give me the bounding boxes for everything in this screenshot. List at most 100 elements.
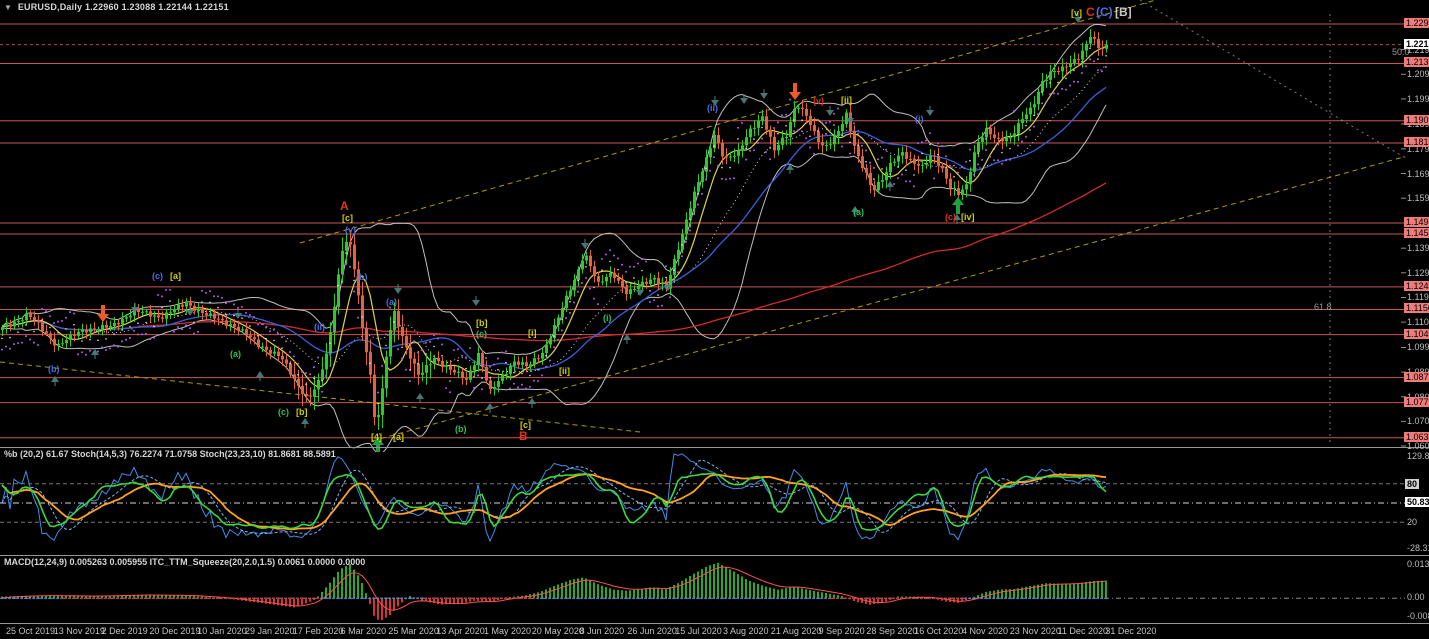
squeeze-dot xyxy=(89,597,91,600)
squeeze-dot xyxy=(141,597,143,600)
squeeze-dot xyxy=(385,597,387,600)
squeeze-dot xyxy=(713,597,715,600)
squeeze-dot xyxy=(545,597,547,600)
squeeze-dot xyxy=(297,597,299,600)
squeeze-dot xyxy=(325,597,327,600)
macd-axis-top: 0.013189 xyxy=(1407,559,1429,569)
squeeze-dot xyxy=(185,597,187,600)
swing-high-arrow xyxy=(760,93,768,99)
squeeze-dot xyxy=(841,597,843,600)
squeeze-dot xyxy=(1081,597,1083,600)
squeeze-dot xyxy=(113,597,115,600)
squeeze-dot xyxy=(649,597,651,600)
squeeze-dot xyxy=(409,597,411,600)
stoch-panel-header: %b (20,2) 61.67 Stoch(14,5,3) 76.2274 71… xyxy=(4,449,336,459)
ohlc-values: 1.22960 1.23088 1.22144 1.22151 xyxy=(84,2,229,12)
squeeze-dot xyxy=(429,597,431,600)
squeeze-dot xyxy=(537,597,539,600)
squeeze-dot xyxy=(541,597,543,600)
swing-high-arrow xyxy=(636,290,644,296)
stoch-axis-upper-level: 80 xyxy=(1405,479,1420,489)
squeeze-dot xyxy=(725,597,727,600)
squeeze-dot xyxy=(581,597,583,600)
squeeze-dot xyxy=(997,597,999,600)
squeeze-dot xyxy=(21,597,23,600)
squeeze-dot xyxy=(1049,597,1051,600)
squeeze-dot xyxy=(405,597,407,600)
squeeze-dot xyxy=(697,597,699,600)
squeeze-dot xyxy=(645,597,647,600)
squeeze-dot xyxy=(209,597,211,600)
squeeze-dot xyxy=(1085,597,1087,600)
squeeze-dot xyxy=(301,597,303,600)
squeeze-dot xyxy=(373,597,375,600)
squeeze-dot xyxy=(205,597,207,600)
squeeze-dot xyxy=(637,597,639,600)
squeeze-dot xyxy=(133,597,135,600)
squeeze-dot xyxy=(709,597,711,600)
squeeze-dot xyxy=(305,597,307,600)
squeeze-dot xyxy=(741,597,743,600)
squeeze-dot xyxy=(1053,597,1055,600)
squeeze-dot xyxy=(393,597,395,600)
squeeze-dot xyxy=(237,597,239,600)
squeeze-dot xyxy=(117,597,119,600)
squeeze-dot xyxy=(253,597,255,600)
swing-high-arrow xyxy=(926,110,934,116)
macd-panel-header: MACD(12,24,9) 0.005263 0.005955 ITC_TTM_… xyxy=(4,557,366,567)
squeeze-dot xyxy=(25,597,27,600)
squeeze-dot xyxy=(917,597,919,600)
squeeze-dot xyxy=(229,597,231,600)
squeeze-dot xyxy=(953,597,955,600)
squeeze-dot xyxy=(1101,597,1103,600)
squeeze-dot xyxy=(757,597,759,600)
squeeze-dot xyxy=(833,597,835,600)
squeeze-dot xyxy=(1097,597,1099,600)
squeeze-dot xyxy=(793,597,795,600)
squeeze-dot xyxy=(989,597,991,600)
squeeze-dot xyxy=(1073,597,1075,600)
squeeze-dot xyxy=(461,597,463,600)
squeeze-dot xyxy=(125,597,127,600)
squeeze-dot xyxy=(897,597,899,600)
squeeze-dot xyxy=(225,597,227,600)
squeeze-dot xyxy=(217,597,219,600)
squeeze-dot xyxy=(433,597,435,600)
squeeze-dot xyxy=(673,597,675,600)
swing-low-arrow xyxy=(528,398,536,404)
symbol-dropdown-icon[interactable]: ▼ xyxy=(4,3,13,12)
squeeze-dot xyxy=(525,597,527,600)
squeeze-dot xyxy=(53,597,55,600)
squeeze-dot xyxy=(857,597,859,600)
squeeze-dot xyxy=(893,597,895,600)
squeeze-dot xyxy=(585,597,587,600)
squeeze-dot xyxy=(309,597,311,600)
squeeze-dot xyxy=(589,597,591,600)
squeeze-dot xyxy=(845,597,847,600)
squeeze-dot xyxy=(1045,597,1047,600)
squeeze-dot xyxy=(969,597,971,600)
squeeze-dot xyxy=(365,597,367,600)
squeeze-dot xyxy=(157,597,159,600)
squeeze-dot xyxy=(1013,597,1015,600)
squeeze-dot xyxy=(173,597,175,600)
squeeze-dot xyxy=(1057,597,1059,600)
squeeze-dot xyxy=(849,597,851,600)
symbol-timeframe: EURUSD,Daily xyxy=(17,2,83,12)
squeeze-dot xyxy=(329,597,331,600)
squeeze-dot xyxy=(945,597,947,600)
squeeze-dot xyxy=(33,597,35,600)
squeeze-dot xyxy=(41,597,43,600)
buy-signal-arrow xyxy=(952,197,964,214)
squeeze-dot xyxy=(837,597,839,600)
squeeze-dot xyxy=(865,597,867,600)
squeeze-dot xyxy=(289,597,291,600)
squeeze-dot xyxy=(821,597,823,600)
stoch-axis-top: 129.86 xyxy=(1407,451,1429,461)
swing-low-arrow xyxy=(51,376,59,382)
squeeze-dot xyxy=(281,597,283,600)
swing-high-arrow xyxy=(711,100,719,106)
squeeze-dot xyxy=(701,597,703,600)
squeeze-dot xyxy=(773,597,775,600)
